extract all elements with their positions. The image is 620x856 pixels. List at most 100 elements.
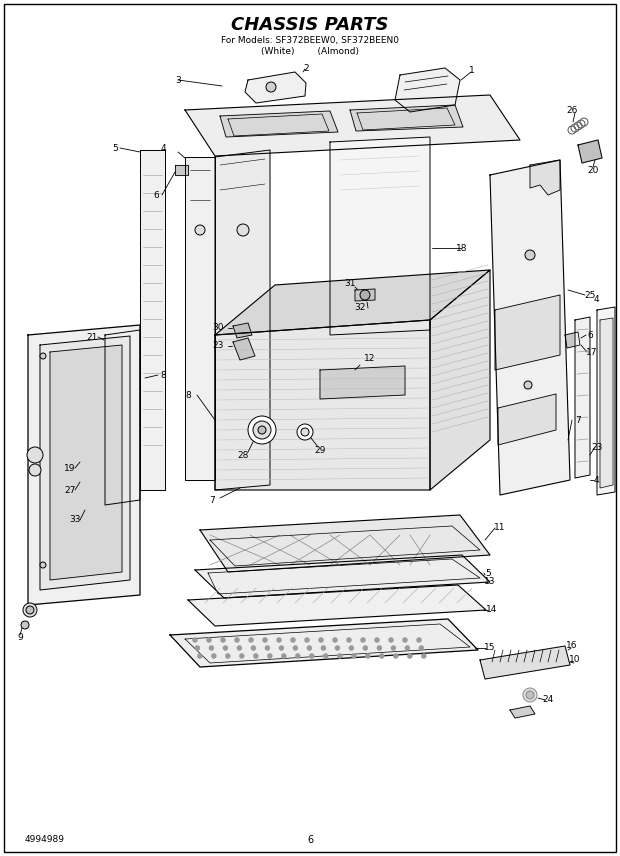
Text: 6: 6	[587, 330, 593, 340]
Text: 30: 30	[212, 324, 224, 332]
Circle shape	[301, 428, 309, 436]
Circle shape	[307, 645, 312, 651]
Circle shape	[237, 224, 249, 236]
Text: 3: 3	[175, 75, 181, 85]
Polygon shape	[188, 585, 486, 626]
Circle shape	[21, 621, 29, 629]
Text: 18: 18	[456, 243, 467, 253]
Text: 5: 5	[112, 144, 118, 152]
Circle shape	[197, 653, 202, 658]
Circle shape	[391, 645, 396, 651]
Text: 9: 9	[17, 633, 23, 643]
Text: 15: 15	[484, 644, 496, 652]
Circle shape	[293, 645, 298, 651]
Circle shape	[374, 638, 379, 643]
Polygon shape	[578, 140, 602, 163]
Text: 23: 23	[212, 341, 224, 349]
Circle shape	[360, 638, 366, 643]
Text: 1: 1	[469, 66, 475, 74]
Text: 21: 21	[86, 332, 98, 342]
Text: 10: 10	[569, 656, 581, 664]
Circle shape	[23, 603, 37, 617]
Circle shape	[309, 653, 314, 658]
Circle shape	[254, 653, 259, 658]
Polygon shape	[200, 515, 490, 572]
Circle shape	[389, 638, 394, 643]
Circle shape	[337, 653, 342, 658]
Circle shape	[321, 645, 326, 651]
Circle shape	[524, 381, 532, 389]
Circle shape	[27, 447, 43, 463]
Polygon shape	[597, 307, 615, 495]
Polygon shape	[245, 72, 306, 103]
Circle shape	[335, 645, 340, 651]
Circle shape	[239, 653, 244, 658]
Circle shape	[349, 645, 354, 651]
Circle shape	[281, 653, 286, 658]
Circle shape	[295, 653, 300, 658]
Circle shape	[40, 562, 46, 568]
Circle shape	[29, 464, 41, 476]
Polygon shape	[175, 165, 188, 175]
Text: CHASSIS PARTS: CHASSIS PARTS	[231, 16, 389, 34]
Circle shape	[249, 638, 254, 643]
Text: 29: 29	[314, 445, 326, 455]
Circle shape	[417, 638, 422, 643]
Polygon shape	[355, 289, 375, 301]
Circle shape	[209, 645, 214, 651]
Text: 23: 23	[591, 443, 603, 451]
Text: 16: 16	[566, 640, 578, 650]
Polygon shape	[395, 68, 460, 112]
Polygon shape	[600, 318, 613, 488]
Polygon shape	[170, 619, 478, 667]
Polygon shape	[140, 150, 165, 490]
Circle shape	[253, 421, 271, 439]
Circle shape	[262, 638, 267, 643]
Polygon shape	[350, 105, 463, 131]
Circle shape	[402, 638, 407, 643]
Text: 33: 33	[69, 515, 81, 525]
Text: 4: 4	[593, 295, 599, 305]
Text: 7: 7	[575, 415, 581, 425]
Text: 25: 25	[584, 290, 596, 300]
Circle shape	[248, 416, 276, 444]
Text: 24: 24	[542, 695, 554, 704]
Text: 28: 28	[237, 450, 249, 460]
Text: 26: 26	[566, 105, 578, 115]
Polygon shape	[215, 270, 490, 335]
Polygon shape	[490, 160, 570, 495]
Text: 32: 32	[354, 304, 366, 312]
Text: 19: 19	[64, 463, 76, 473]
Text: 4: 4	[593, 475, 599, 484]
Text: 6: 6	[153, 191, 159, 199]
Circle shape	[419, 645, 424, 651]
Circle shape	[523, 688, 537, 702]
Circle shape	[422, 653, 427, 658]
Circle shape	[297, 424, 313, 440]
Polygon shape	[50, 345, 122, 580]
Circle shape	[393, 653, 398, 658]
Text: 7: 7	[209, 496, 215, 504]
Polygon shape	[233, 323, 252, 338]
Circle shape	[319, 638, 324, 643]
Circle shape	[211, 653, 216, 658]
Circle shape	[277, 638, 281, 643]
Polygon shape	[495, 295, 560, 370]
Polygon shape	[320, 366, 405, 399]
Circle shape	[266, 82, 276, 92]
Circle shape	[234, 638, 239, 643]
Circle shape	[237, 645, 242, 651]
Polygon shape	[510, 706, 535, 718]
Text: 11: 11	[494, 524, 506, 532]
Circle shape	[267, 653, 272, 658]
Polygon shape	[565, 332, 580, 348]
Polygon shape	[430, 270, 490, 490]
Circle shape	[251, 645, 256, 651]
Polygon shape	[185, 95, 520, 156]
Polygon shape	[530, 160, 560, 195]
Polygon shape	[105, 330, 140, 505]
Polygon shape	[330, 137, 430, 335]
Circle shape	[225, 653, 230, 658]
Polygon shape	[195, 555, 490, 598]
Text: 4994989: 4994989	[25, 835, 65, 845]
